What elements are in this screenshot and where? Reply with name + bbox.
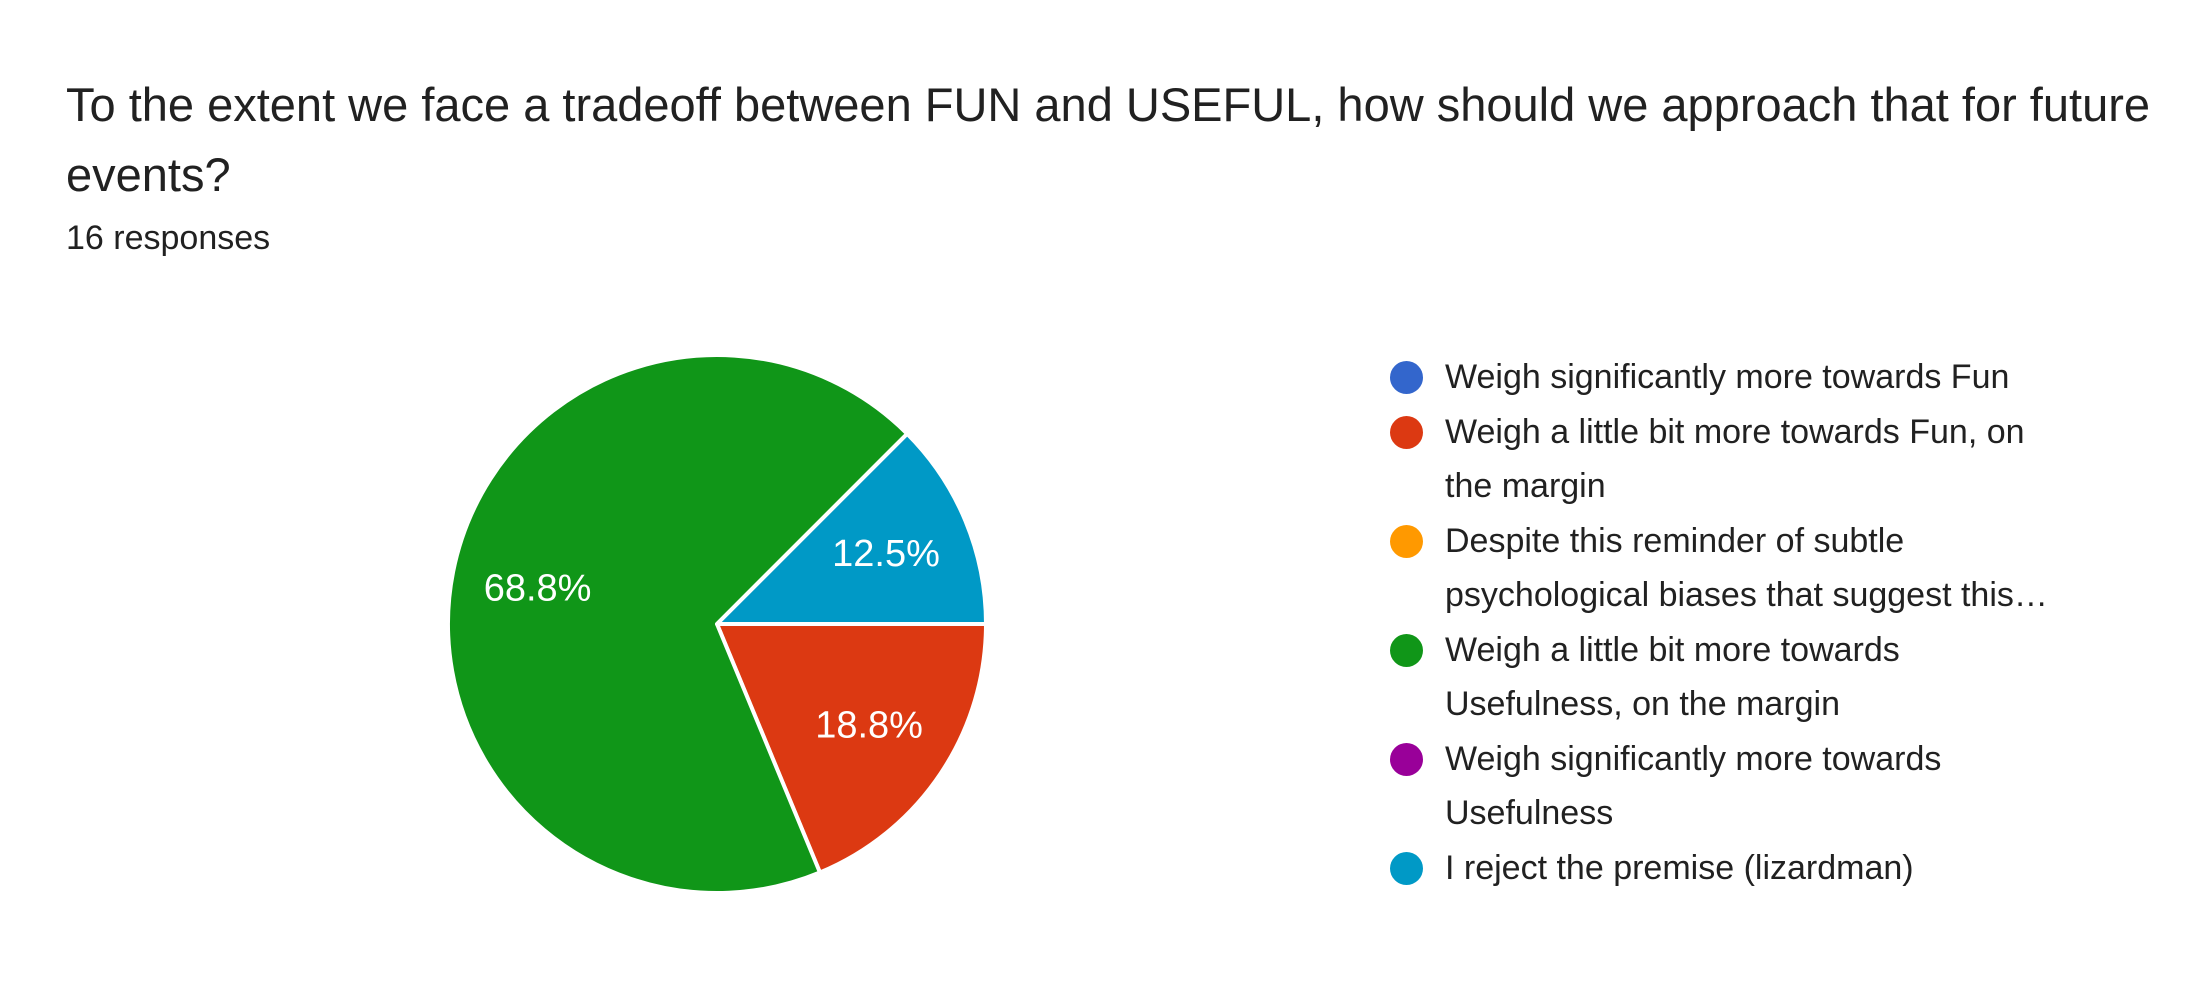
legend-item-0: Weigh significantly more towards Fun [1390, 350, 2090, 405]
legend-item-label: I reject the premise (lizardman) [1445, 848, 1914, 887]
responses-count: 16 responses [66, 219, 271, 257]
legend-item-2: Despite this reminder of subtle psycholog… [1390, 514, 2090, 623]
pie-slice-percent-label: 18.8% [815, 705, 923, 747]
legend-color-dot [1390, 633, 1423, 667]
pie-chart: 18.8% 68.8% 12.5% [445, 352, 989, 896]
legend-item-label: Weigh a little bit more towards Fun, on t… [1445, 412, 2025, 506]
question-title: To the extent we face a tradeoff between… [66, 78, 2150, 201]
legend-color-dot [1390, 851, 1423, 885]
legend-color-dot [1390, 742, 1423, 776]
chart-legend: Weigh significantly more towards Fun Weig… [1390, 350, 2090, 895]
legend-item-label: Despite this reminder of subtle psycholog… [1445, 521, 2048, 615]
pie-slice-percent-label: 68.8% [484, 567, 592, 609]
pie-slice-percent-label: 12.5% [832, 533, 940, 575]
pie-slice-1[interactable] [715, 622, 988, 875]
legend-item-4: Weigh significantly more towards Usefulne… [1390, 732, 2090, 841]
pie-slice-3[interactable] [445, 353, 910, 895]
pie-chart-svg: 18.8% 68.8% 12.5% [445, 353, 988, 895]
pie-slice-5[interactable] [715, 431, 988, 626]
legend-item-label: Weigh significantly more towards Usefulne… [1445, 739, 1942, 833]
legend-color-dot [1390, 524, 1423, 558]
legend-item-3: Weigh a little bit more towards Usefulnes… [1390, 623, 2090, 732]
legend-item-label: Weigh significantly more towards Fun [1445, 358, 2010, 396]
legend-color-dot [1390, 415, 1423, 449]
legend-color-dot [1390, 361, 1423, 394]
legend-item-label: Weigh a little bit more towards Usefulnes… [1445, 630, 1900, 724]
legend-item-1: Weigh a little bit more towards Fun, on t… [1390, 405, 2090, 514]
legend-item-5: I reject the premise (lizardman) [1390, 841, 2090, 896]
